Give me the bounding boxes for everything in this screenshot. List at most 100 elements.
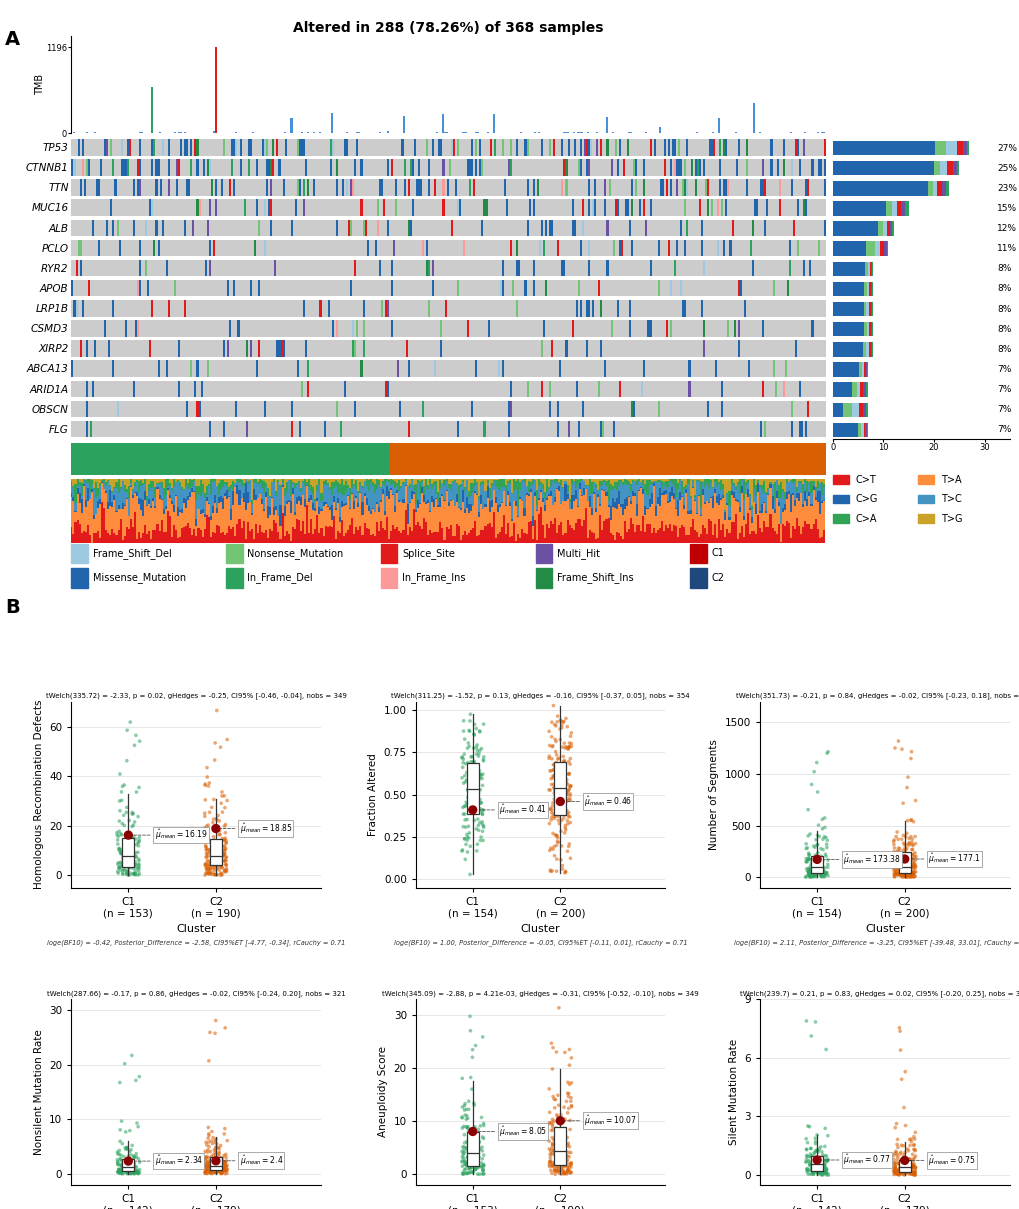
Bar [630, 485, 632, 492]
Bar [353, 479, 355, 484]
Point [458, 1155, 474, 1174]
Point [473, 739, 489, 758]
Bar [398, 531, 400, 543]
Point [561, 808, 578, 827]
Bar [650, 479, 652, 481]
Bar [403, 481, 405, 484]
Bar [669, 179, 672, 196]
Point [209, 856, 225, 875]
Point [894, 793, 910, 812]
Bar [445, 490, 447, 491]
Point [119, 1163, 136, 1182]
Bar [76, 479, 78, 485]
Point [467, 1036, 483, 1055]
Point [206, 831, 222, 850]
Point [474, 769, 490, 788]
Bar [79, 179, 82, 196]
Bar [373, 537, 375, 543]
Bar [442, 179, 444, 196]
Text: $\hat{\mu}_{mean}=0.41$: $\hat{\mu}_{mean}=0.41$ [498, 803, 546, 817]
Point [819, 855, 836, 874]
Text: B: B [5, 598, 19, 618]
Bar [607, 507, 609, 519]
Point [804, 1155, 820, 1174]
Bar [567, 421, 569, 438]
Bar [492, 115, 494, 133]
Bar [221, 179, 223, 196]
Bar [408, 360, 410, 377]
Bar [109, 491, 111, 507]
Point [809, 851, 825, 870]
Bar [177, 516, 179, 538]
Bar [243, 493, 245, 502]
Bar [571, 442, 573, 475]
Bar [187, 523, 190, 543]
Bar [386, 481, 388, 486]
Point [891, 861, 907, 880]
Bar [105, 531, 107, 543]
Bar [222, 532, 224, 543]
Bar [658, 507, 660, 528]
Point [902, 1132, 918, 1151]
Bar [360, 199, 362, 216]
Bar [246, 340, 248, 357]
Point [199, 1158, 215, 1178]
Point [806, 867, 822, 886]
Bar [79, 340, 82, 357]
Point [907, 791, 923, 810]
Bar [500, 479, 502, 487]
Point [122, 828, 139, 848]
Bar [206, 515, 208, 543]
Bar [460, 510, 462, 540]
Bar [290, 118, 292, 133]
Point [126, 1162, 143, 1181]
Bar [218, 526, 220, 543]
Bar [428, 260, 430, 277]
Bar [445, 481, 447, 490]
Point [886, 1158, 902, 1178]
Point [554, 1122, 571, 1141]
Point [121, 858, 138, 878]
Point [209, 1153, 225, 1173]
Point [117, 1152, 133, 1172]
Point [113, 1156, 129, 1175]
Bar [191, 442, 193, 475]
Point [113, 843, 129, 862]
Bar [810, 480, 812, 493]
Point [547, 826, 564, 845]
Bar [677, 537, 679, 543]
Point [217, 1164, 233, 1184]
Point [213, 843, 229, 862]
Point [546, 730, 562, 750]
Bar [168, 498, 170, 516]
Point [211, 1156, 227, 1175]
Point [201, 855, 217, 874]
Bar [250, 340, 252, 357]
Bar [85, 508, 87, 532]
Point [900, 1158, 916, 1178]
Bar [707, 519, 709, 543]
Point [553, 860, 570, 879]
Point [817, 846, 834, 866]
Point [119, 1162, 136, 1181]
Bar [624, 479, 626, 485]
Bar [462, 481, 464, 490]
Point [217, 862, 233, 881]
Bar [301, 381, 303, 397]
Bar [108, 340, 110, 357]
Point [205, 1155, 221, 1174]
Bar [329, 139, 331, 156]
Bar [528, 442, 530, 475]
Point [112, 1121, 128, 1140]
Bar [236, 494, 238, 523]
Point [903, 866, 919, 885]
Bar [513, 502, 515, 523]
Bar [487, 320, 489, 336]
Bar [197, 360, 199, 377]
Point [120, 826, 137, 845]
Bar [245, 539, 247, 543]
Point [804, 857, 820, 877]
Bar [475, 442, 477, 475]
Point [562, 1048, 579, 1068]
Bar [354, 340, 356, 357]
